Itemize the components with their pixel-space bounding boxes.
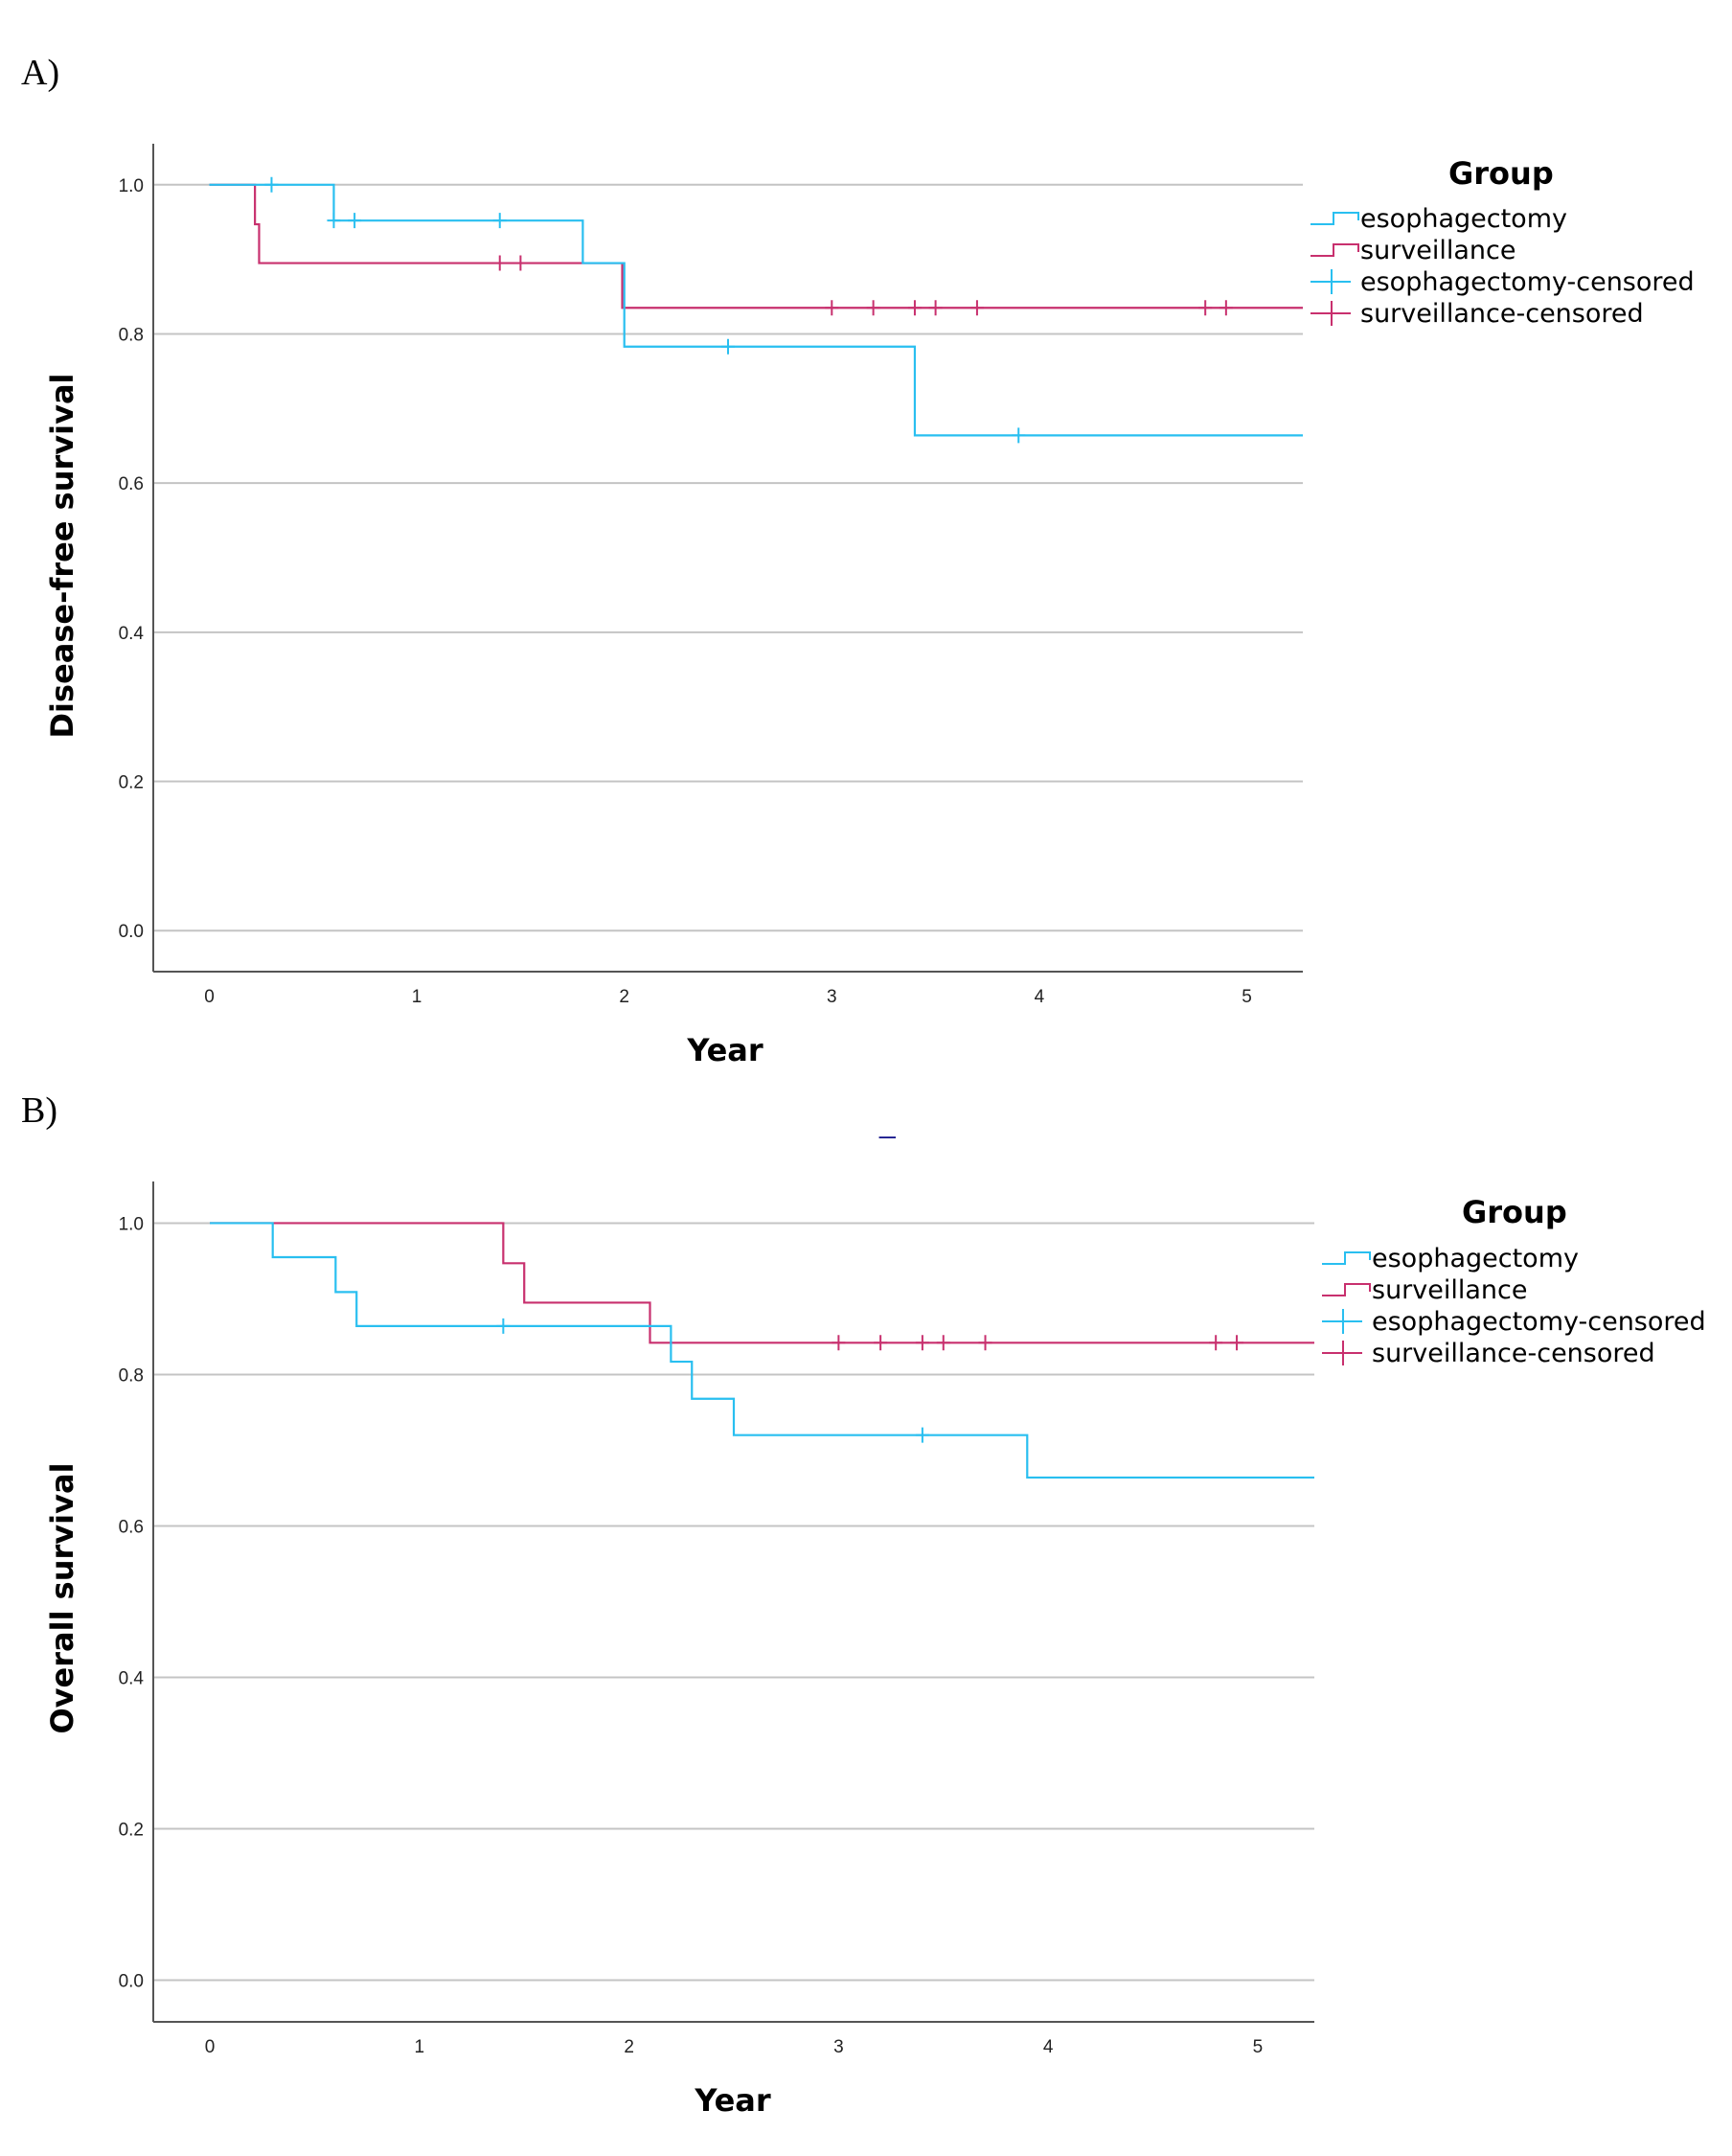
- surveillance-censor-mark: [825, 300, 839, 316]
- legend: Group esophagectomysurveillanceesophagec…: [1322, 1194, 1706, 1368]
- x-tick-label: 4: [1035, 987, 1045, 1007]
- y-tick-label: 0.6: [119, 474, 144, 494]
- surveillance-series: [209, 183, 1303, 316]
- legend-title: Group: [1462, 1194, 1567, 1230]
- surveillance-censor-mark: [978, 1335, 992, 1351]
- legend-swatch: [1322, 1341, 1362, 1365]
- y-tick-labels: 0.0 0.2 0.4 0.6 0.8 1.0: [119, 176, 145, 942]
- x-tick-label: 3: [833, 2037, 844, 2057]
- legend-swatch: [1322, 1283, 1371, 1296]
- y-tick-label: 0.8: [119, 325, 144, 345]
- surveillance-censor-mark: [832, 1335, 846, 1351]
- y-tick-labels: 0.0 0.2 0.4 0.6 0.8 1.0: [119, 1214, 145, 1991]
- survival-curves: [209, 176, 1303, 444]
- legend-label: surveillance-censored: [1372, 1339, 1655, 1368]
- surveillance-curve: [210, 1222, 1314, 1344]
- y-tick-label: 0.2: [119, 773, 144, 793]
- y-tick-label: 1.0: [119, 176, 144, 196]
- x-tick-label: 0: [204, 987, 215, 1007]
- y-tick-label: 0.0: [119, 922, 144, 942]
- axes: [152, 144, 1303, 973]
- x-axis-title: Year: [694, 2082, 771, 2119]
- legend-swatch: [1322, 1309, 1362, 1334]
- y-tick-label: 0.4: [119, 624, 145, 644]
- esophagectomy-censor-mark: [348, 213, 362, 229]
- esophagectomy-curve: [210, 1222, 1314, 1479]
- x-tick-label: 4: [1043, 2037, 1054, 2057]
- surveillance-censor-mark: [1230, 1335, 1244, 1351]
- x-tick-label: 5: [1253, 2037, 1264, 2057]
- y-axis-title: Overall survival: [44, 1462, 80, 1733]
- survival-curves: [210, 1222, 1314, 1479]
- legend: Group esophagectomysurveillanceesophagec…: [1310, 155, 1695, 329]
- x-tick-label: 0: [205, 2037, 216, 2057]
- legend-label: surveillance: [1372, 1275, 1528, 1305]
- esophagectomy-censor-mark: [492, 213, 507, 229]
- esophagectomy-censor-mark: [1012, 427, 1026, 444]
- surveillance-censor-mark: [866, 300, 880, 316]
- legend-label: esophagectomy: [1372, 1244, 1579, 1273]
- x-tick-label: 5: [1242, 987, 1252, 1007]
- legend-label: surveillance: [1360, 236, 1516, 265]
- surveillance-censor-mark: [1198, 300, 1213, 316]
- y-tick-label: 0.0: [119, 1972, 144, 1992]
- legend-label: esophagectomy: [1360, 204, 1567, 234]
- surveillance-censor-mark: [513, 255, 528, 271]
- axes: [152, 1181, 1314, 2023]
- x-tick-labels: 0 1 2 3 4 5: [204, 987, 1252, 1007]
- legend-swatch: [1310, 243, 1359, 257]
- y-tick-label: 0.6: [119, 1517, 144, 1537]
- x-axis-title: Year: [686, 1032, 763, 1068]
- gridlines: [153, 1222, 1314, 1982]
- esophagectomy-censor-mark: [496, 1318, 511, 1334]
- esophagectomy-series: [209, 176, 1303, 444]
- surveillance-censor-mark: [969, 300, 984, 316]
- x-tick-label: 1: [412, 987, 422, 1007]
- legend-swatch: [1322, 1251, 1371, 1265]
- panel-b: B) 0.0 0.2 0.4 0.6 0.8 1.0 0 1 2 3 4 5 Year Overal…: [21, 1090, 1706, 2119]
- surveillance-censor-mark: [1219, 300, 1233, 316]
- surveillance-censor-mark: [936, 1335, 950, 1351]
- esophagectomy-censor-mark: [721, 338, 735, 355]
- stray-mark: _: [878, 1108, 897, 1139]
- legend-label: esophagectomy-censored: [1360, 267, 1695, 297]
- surveillance-series: [210, 1222, 1314, 1351]
- esophagectomy-series: [210, 1222, 1314, 1479]
- legend-swatch: [1310, 269, 1351, 294]
- y-tick-label: 0.4: [119, 1669, 145, 1689]
- legend-swatch: [1310, 212, 1359, 225]
- x-tick-label: 1: [415, 2037, 425, 2057]
- gridlines: [153, 183, 1303, 932]
- panel-label: A): [21, 53, 59, 93]
- x-tick-label: 3: [827, 987, 837, 1007]
- legend-title: Group: [1448, 155, 1554, 192]
- esophagectomy-censor-mark: [264, 176, 279, 193]
- surveillance-censor-mark: [915, 1335, 929, 1351]
- y-axis-title: Disease-free survival: [44, 373, 80, 738]
- legend-label: surveillance-censored: [1360, 299, 1644, 329]
- surveillance-censor-mark: [492, 255, 507, 271]
- legend-label: esophagectomy-censored: [1372, 1307, 1706, 1337]
- surveillance-censor-mark: [907, 300, 922, 316]
- x-tick-labels: 0 1 2 3 4 5: [205, 2037, 1263, 2057]
- y-tick-label: 1.0: [119, 1214, 144, 1234]
- esophagectomy-censor-mark: [915, 1427, 929, 1443]
- x-tick-label: 2: [619, 987, 629, 1007]
- y-tick-label: 0.8: [119, 1365, 144, 1386]
- y-tick-label: 0.2: [119, 1821, 144, 1841]
- esophagectomy-censor-mark: [327, 213, 341, 229]
- x-tick-label: 2: [624, 2037, 634, 2057]
- surveillance-censor-mark: [928, 300, 943, 316]
- esophagectomy-curve: [209, 183, 1303, 437]
- surveillance-censor-mark: [874, 1335, 888, 1351]
- surveillance-censor-mark: [1209, 1335, 1223, 1351]
- panel-a: A) 0.0 0.2 0.4 0.6 0.8 1.0 0 1 2 3 4 5 Year Diseas…: [21, 53, 1695, 1068]
- panel-label: B): [21, 1090, 57, 1131]
- surveillance-curve: [209, 183, 1303, 310]
- legend-swatch: [1310, 301, 1351, 326]
